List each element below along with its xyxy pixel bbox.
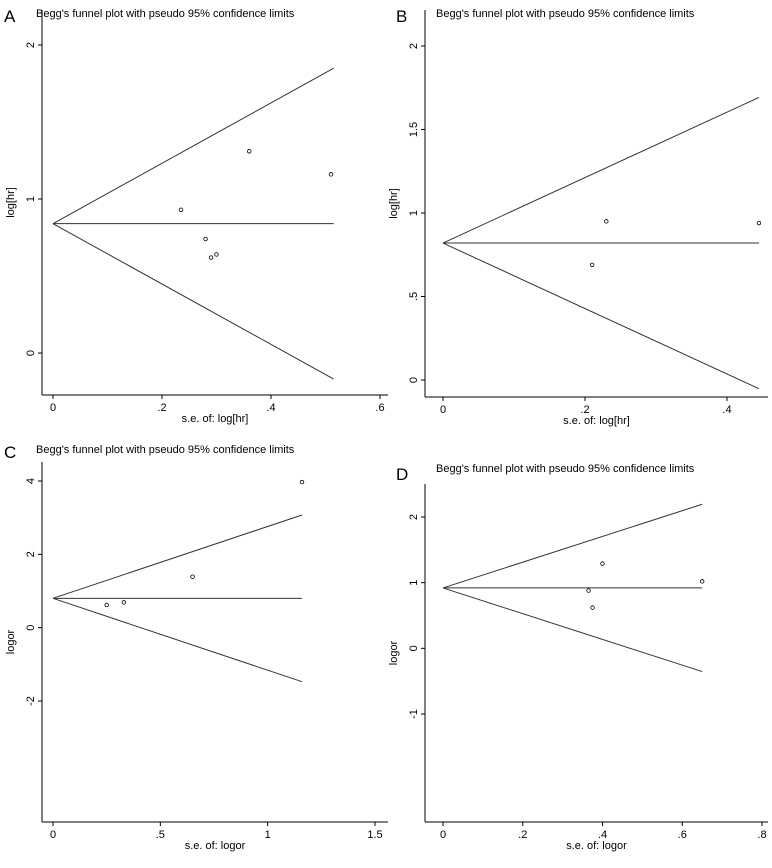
x-axis-label: s.e. of: logor bbox=[566, 840, 627, 852]
y-tick-label: 2 bbox=[25, 551, 37, 557]
study-point bbox=[756, 220, 762, 226]
panel-a: A Begg's funnel plot with pseudo 95% conf… bbox=[4, 7, 388, 425]
y-tick-label: -1 bbox=[408, 709, 420, 719]
y-tick-label: 0 bbox=[408, 645, 420, 651]
lower-confidence-limit bbox=[52, 597, 303, 683]
x-tick-label: .4 bbox=[266, 402, 275, 414]
x-tick-label: .2 bbox=[518, 829, 527, 841]
x-tick-label: .2 bbox=[580, 404, 589, 416]
panel-letter: C bbox=[4, 443, 16, 462]
study-point bbox=[190, 574, 195, 579]
lower-confidence-limit bbox=[442, 587, 703, 673]
x-axis-label: s.e. of: logor bbox=[185, 840, 246, 852]
lower-confidence-limit bbox=[52, 223, 334, 380]
study-point bbox=[246, 149, 252, 154]
y-tick-label: 0 bbox=[25, 625, 37, 631]
panel-c: C Begg's funnel plot with pseudo 95% conf… bbox=[4, 443, 388, 852]
lower-confidence-limit bbox=[442, 242, 760, 390]
y-tick-label: 2 bbox=[25, 42, 37, 48]
x-tick-label: .4 bbox=[722, 404, 731, 416]
x-tick-label: 0 bbox=[440, 404, 446, 416]
upper-confidence-limit bbox=[52, 67, 334, 225]
panel-letter: B bbox=[396, 7, 407, 26]
x-tick-label: 1 bbox=[265, 829, 271, 841]
y-tick-label: 1 bbox=[25, 196, 37, 202]
x-tick-label: .5 bbox=[156, 829, 165, 841]
study-point bbox=[604, 219, 609, 224]
panel-letter: A bbox=[4, 7, 16, 26]
x-tick-label: 1.5 bbox=[367, 829, 382, 841]
study-point bbox=[590, 605, 595, 610]
y-tick-label: 0 bbox=[408, 377, 420, 383]
study-point bbox=[699, 579, 705, 584]
y-tick-label: 1 bbox=[408, 580, 420, 586]
panel-letter: D bbox=[396, 465, 408, 484]
x-tick-label: .2 bbox=[157, 402, 166, 414]
study-point bbox=[214, 252, 219, 257]
y-axis-label: logor bbox=[388, 640, 400, 665]
study-point bbox=[328, 172, 334, 177]
x-tick-label: .4 bbox=[598, 829, 607, 841]
x-tick-label: 0 bbox=[50, 402, 56, 414]
panel-d: D Begg's funnel plot with pseudo 95% conf… bbox=[388, 463, 768, 852]
y-tick-label: .5 bbox=[408, 292, 420, 301]
upper-confidence-limit bbox=[442, 503, 703, 589]
study-point bbox=[299, 479, 305, 485]
y-tick-label: 0 bbox=[25, 350, 37, 356]
x-axis-label: s.e. of: log[hr] bbox=[182, 413, 249, 425]
chart-title: Begg's funnel plot with pseudo 95% confi… bbox=[36, 8, 295, 20]
x-tick-label: 0 bbox=[440, 829, 446, 841]
chart-title: Begg's funnel plot with pseudo 95% confi… bbox=[436, 8, 695, 20]
y-tick-label: 4 bbox=[25, 478, 37, 484]
x-tick-label: 0 bbox=[50, 829, 56, 841]
panel-b: B Begg's funnel plot with pseudo 95% conf… bbox=[388, 7, 768, 427]
x-axis-label: s.e. of: log[hr] bbox=[563, 415, 630, 427]
x-tick-label: .8 bbox=[757, 829, 766, 841]
study-point bbox=[589, 262, 595, 267]
study-point bbox=[104, 602, 109, 608]
upper-confidence-limit bbox=[442, 96, 760, 244]
x-tick-label: .6 bbox=[375, 402, 384, 414]
y-axis-label: log[hr] bbox=[5, 187, 17, 218]
study-point bbox=[586, 588, 591, 593]
chart-title: Begg's funnel plot with pseudo 95% confi… bbox=[436, 463, 695, 475]
study-point bbox=[178, 207, 184, 212]
upper-confidence-limit bbox=[52, 514, 303, 599]
y-tick-label: -2 bbox=[25, 696, 37, 706]
y-axis-label: logor bbox=[5, 629, 17, 654]
study-point bbox=[203, 236, 208, 242]
y-axis-label: log[hr] bbox=[388, 188, 400, 219]
study-point bbox=[121, 600, 127, 605]
y-tick-label: 2 bbox=[408, 514, 420, 520]
study-point bbox=[600, 561, 605, 566]
y-tick-label: 1.5 bbox=[408, 122, 420, 137]
y-tick-label: 1 bbox=[408, 210, 420, 216]
study-point bbox=[208, 255, 214, 260]
chart-title: Begg's funnel plot with pseudo 95% confi… bbox=[36, 444, 295, 456]
y-tick-label: 2 bbox=[408, 43, 420, 49]
x-tick-label: .6 bbox=[678, 829, 687, 841]
